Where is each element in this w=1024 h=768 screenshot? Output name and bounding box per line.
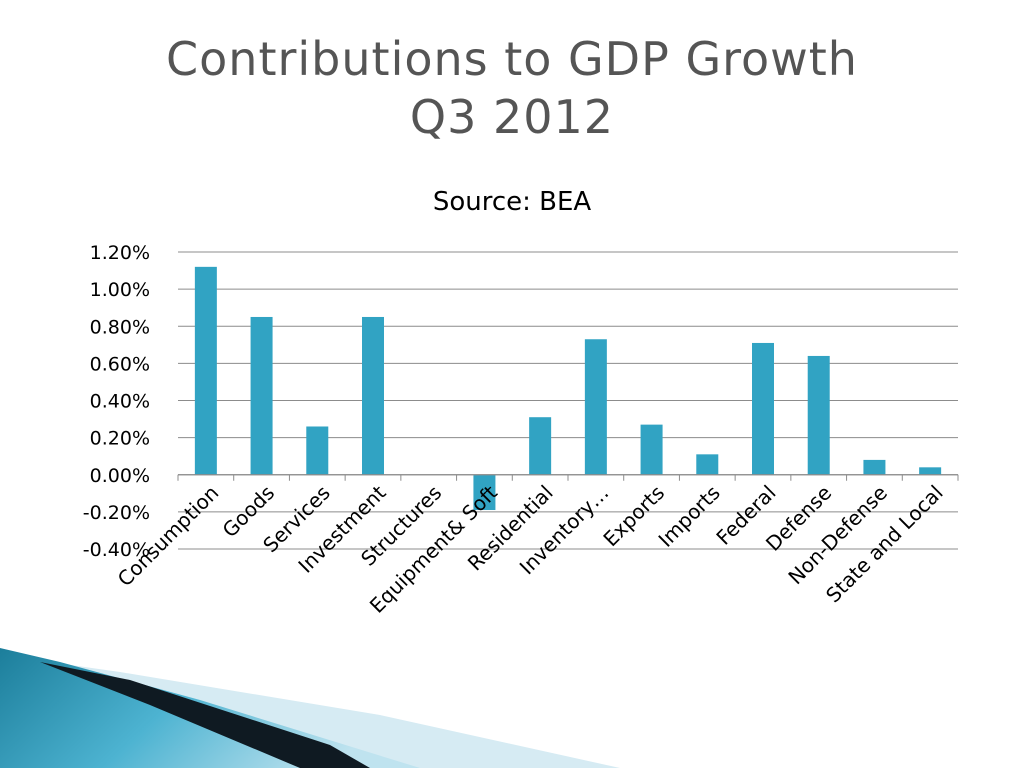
chart-title: Source: BEA bbox=[433, 187, 592, 217]
bar-imports bbox=[696, 454, 719, 475]
y-tick-label: 0.60% bbox=[90, 353, 150, 375]
y-tick-label: 1.20% bbox=[90, 242, 150, 264]
x-axis bbox=[177, 474, 959, 481]
bar-goods bbox=[250, 316, 273, 475]
y-tick-label: 0.80% bbox=[90, 316, 150, 338]
bar-services bbox=[306, 426, 329, 475]
bars bbox=[194, 266, 942, 511]
bar-federal bbox=[752, 342, 774, 475]
slide-title-line1: Contributions to GDP Growth bbox=[166, 32, 858, 86]
decor-swoosh-dark bbox=[40, 662, 370, 768]
bar-inventory bbox=[584, 339, 607, 475]
y-axis-ticks: -0.40% -0.20% 0.00% 0.20% 0.40% 0.60% 0.80% 1.0… bbox=[83, 242, 150, 561]
y-tick-label: 0.20% bbox=[90, 428, 150, 450]
y-tick-label: 1.00% bbox=[90, 279, 150, 301]
bar-consumption bbox=[194, 266, 217, 475]
y-tick-label: -0.40% bbox=[83, 539, 150, 561]
bar-investment bbox=[362, 316, 384, 475]
y-tick-label: 0.00% bbox=[90, 465, 150, 487]
bar-exports bbox=[640, 424, 663, 475]
bar-state-and-local bbox=[919, 467, 942, 475]
y-tick-label: -0.20% bbox=[83, 502, 150, 524]
bar-defense bbox=[807, 355, 830, 475]
bar-non-defense bbox=[863, 459, 886, 475]
slide-title-line2: Q3 2012 bbox=[409, 90, 615, 144]
slide-title: Contributions to GDP Growth Q3 2012 bbox=[0, 30, 1024, 146]
bar-residential bbox=[529, 417, 552, 475]
y-tick-label: 0.40% bbox=[90, 391, 150, 413]
bar-equipment-soft bbox=[473, 474, 496, 511]
